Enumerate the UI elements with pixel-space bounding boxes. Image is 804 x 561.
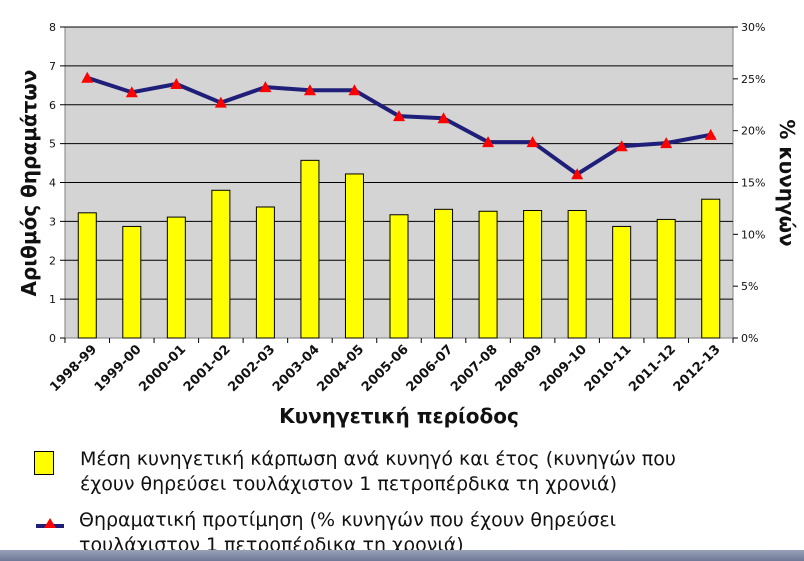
x-tick-label: 2001-02 (181, 342, 234, 395)
legend-item-bars: Μέση κυνηγετική κάρπωση ανά κυνηγό και έ… (34, 447, 720, 497)
line-marker (482, 136, 495, 148)
line-marker (571, 168, 584, 180)
bar (478, 210, 498, 339)
bar (523, 209, 543, 339)
x-axis-ticks: 1998-991999-002000-012001-022002-032003-… (47, 338, 734, 395)
legend-line-swatch (36, 518, 64, 528)
left-tick-label: 7 (49, 60, 56, 73)
legend-bars-label: Μέση κυνηγετική κάρπωση ανά κυνηγό και έ… (80, 447, 720, 497)
bar (567, 209, 587, 339)
x-tick-label: 2012-13 (671, 342, 724, 395)
bottom-rule (0, 550, 804, 561)
legend-bar-swatch (34, 451, 54, 475)
x-tick-label: 2011-12 (626, 342, 679, 395)
combo-chart: 0 1 2 3 4 5 6 7 8 0% 5% 10% 15% 20% 25% 30% 1998-99199… (17, 21, 799, 428)
left-tick-label: 2 (49, 254, 56, 267)
legend-line-label-line1: Θηραματική προτίμηση (% κυνηγών που έχου… (79, 509, 617, 531)
line-marker (615, 140, 628, 152)
right-tick-label: 15% (741, 177, 765, 190)
x-tick-label: 1999-00 (92, 342, 145, 395)
line-marker (81, 71, 94, 83)
bar (344, 173, 364, 339)
bar (300, 159, 320, 339)
line-series (81, 71, 717, 180)
right-tick-label: 10% (741, 228, 765, 241)
line-marker (259, 81, 272, 93)
x-tick-label: 2006-07 (404, 342, 457, 395)
left-tick-label: 6 (49, 99, 56, 112)
line-marker (437, 112, 450, 124)
line-marker (170, 78, 183, 90)
bar-series (77, 159, 721, 339)
line-marker (393, 110, 405, 122)
bar (434, 208, 454, 339)
bar (77, 212, 97, 339)
y-axis-left-title: Αριθμός θηραμάτων (17, 70, 41, 297)
x-tick-label: 2007-08 (448, 342, 501, 395)
line-marker (526, 136, 539, 148)
legend-bars-label-line1: Μέση κυνηγετική κάρπωση ανά κυνηγό και έ… (80, 448, 676, 470)
bar (255, 206, 275, 339)
bar (166, 216, 186, 339)
line-marker (303, 84, 316, 96)
x-axis-title: Κυνηγετική περίοδος (279, 404, 519, 428)
x-tick-label: 1998-99 (47, 342, 100, 395)
x-tick-label: 2009-10 (537, 342, 590, 395)
x-tick-label: 2003-04 (270, 342, 323, 395)
line-marker (704, 128, 717, 140)
x-tick-label: 2008-09 (493, 342, 546, 395)
right-tick-label: 20% (741, 125, 765, 138)
left-tick-label: 4 (49, 177, 56, 190)
x-tick-label: 2002-03 (225, 342, 278, 395)
y-axis-right-title: % κυνηγών (775, 119, 799, 246)
line-marker (214, 96, 227, 108)
x-tick-label: 2010-11 (582, 342, 635, 395)
bar (612, 225, 632, 339)
left-tick-label: 1 (49, 293, 56, 306)
x-tick-label: 2005-06 (359, 342, 412, 395)
left-tick-label: 3 (49, 215, 56, 228)
legend-bars-label-line2: έχουν θηρεύσει τουλάχιστον 1 πετροπέρδικ… (80, 473, 617, 495)
line-marker (348, 84, 361, 96)
right-axis-ticks: 0% 5% 10% 15% 20% 25% 30% (733, 21, 765, 345)
bar (122, 225, 142, 339)
right-tick-label: 5% (741, 280, 758, 293)
x-tick-label: 2004-05 (314, 342, 367, 395)
left-tick-label: 5 (49, 138, 56, 151)
x-tick-label: 2000-01 (136, 342, 189, 395)
bar (389, 214, 409, 339)
line-marker (660, 137, 673, 149)
left-tick-label: 0 (49, 332, 56, 345)
bar (701, 198, 721, 339)
line-marker (125, 86, 138, 98)
left-tick-label: 8 (49, 21, 56, 34)
bar (211, 189, 231, 339)
bar (656, 218, 676, 339)
right-tick-label: 0% (741, 332, 758, 345)
right-tick-label: 25% (741, 73, 765, 86)
left-axis-ticks: 0 1 2 3 4 5 6 7 8 (49, 21, 65, 345)
right-tick-label: 30% (741, 21, 765, 34)
